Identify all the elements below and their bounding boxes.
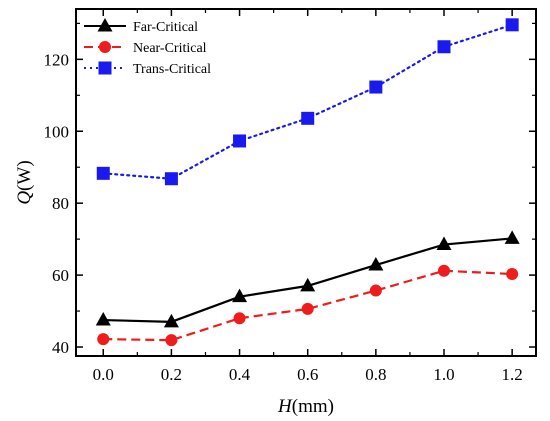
x-tick-label: 0.0	[93, 365, 114, 384]
legend: Far-Critical Near-Critical Trans-Critical	[84, 18, 211, 77]
x-tick-label: 0.4	[229, 365, 251, 384]
x-axis-label: H(mm)	[277, 396, 334, 417]
legend-item-near-critical: Near-Critical	[84, 41, 207, 56]
y-tick-label: 80	[52, 194, 69, 213]
y-tick-label: 40	[52, 338, 69, 357]
data-point-near-critical	[97, 333, 110, 346]
data-point-far-critical	[163, 313, 179, 328]
y-tick-label: 100	[44, 122, 70, 141]
series-near-critical	[97, 264, 519, 347]
y-axis-label-unit: (W)	[14, 160, 35, 191]
data-point-near-critical	[369, 284, 382, 297]
legend-label-near-critical: Near-Critical	[133, 41, 207, 56]
data-point-near-critical	[165, 334, 178, 347]
data-point-far-critical	[504, 230, 520, 244]
data-point-far-critical	[436, 236, 452, 251]
series-trans-critical	[96, 18, 519, 186]
x-tick-label: 1.2	[502, 365, 523, 384]
data-point-trans-critical	[301, 111, 315, 125]
data-point-far-critical	[300, 277, 316, 292]
series-far-critical	[95, 230, 520, 328]
data-point-near-critical	[301, 302, 314, 315]
data-point-near-critical	[438, 264, 450, 277]
y-axis-label-var: Q	[14, 191, 35, 205]
legend-item-far-critical: Far-Critical	[84, 18, 198, 35]
data-point-trans-critical	[369, 80, 383, 94]
data-point-trans-critical	[437, 40, 451, 54]
plot-area-frame	[75, 8, 537, 357]
data-point-near-critical	[506, 268, 519, 281]
data-point-trans-critical	[164, 172, 178, 186]
y-axis-label: Q(W)	[14, 160, 35, 204]
x-tick-label: 0.8	[365, 365, 386, 384]
y-tick-label: 60	[52, 266, 69, 285]
legend-marker-near-critical	[99, 41, 111, 53]
x-tick-label: 0.2	[161, 365, 182, 384]
data-point-trans-critical	[96, 166, 110, 180]
axis-ticks: 0.0 0.2 0.4 0.6 0.8 1.0 1.2 40 60 80 100 120	[44, 9, 536, 384]
data-point-far-critical	[95, 312, 111, 326]
data-point-far-critical	[368, 257, 384, 271]
legend-label-far-critical: Far-Critical	[133, 20, 198, 35]
x-tick-label: 0.6	[297, 365, 318, 384]
series-layer	[95, 18, 520, 347]
legend-label-trans-critical: Trans-Critical	[133, 62, 211, 77]
legend-item-trans-critical: Trans-Critical	[84, 61, 211, 77]
legend-marker-trans-critical	[98, 61, 112, 75]
data-point-trans-critical	[505, 18, 519, 32]
x-axis-label-var: H	[277, 396, 293, 417]
y-tick-label: 120	[44, 50, 70, 69]
data-point-trans-critical	[233, 134, 247, 148]
legend-marker-far-critical	[97, 18, 113, 32]
x-axis-label-unit: (mm)	[292, 396, 334, 417]
x-tick-label: 1.0	[433, 365, 454, 384]
data-point-far-critical	[232, 288, 248, 303]
data-point-near-critical	[233, 312, 246, 325]
